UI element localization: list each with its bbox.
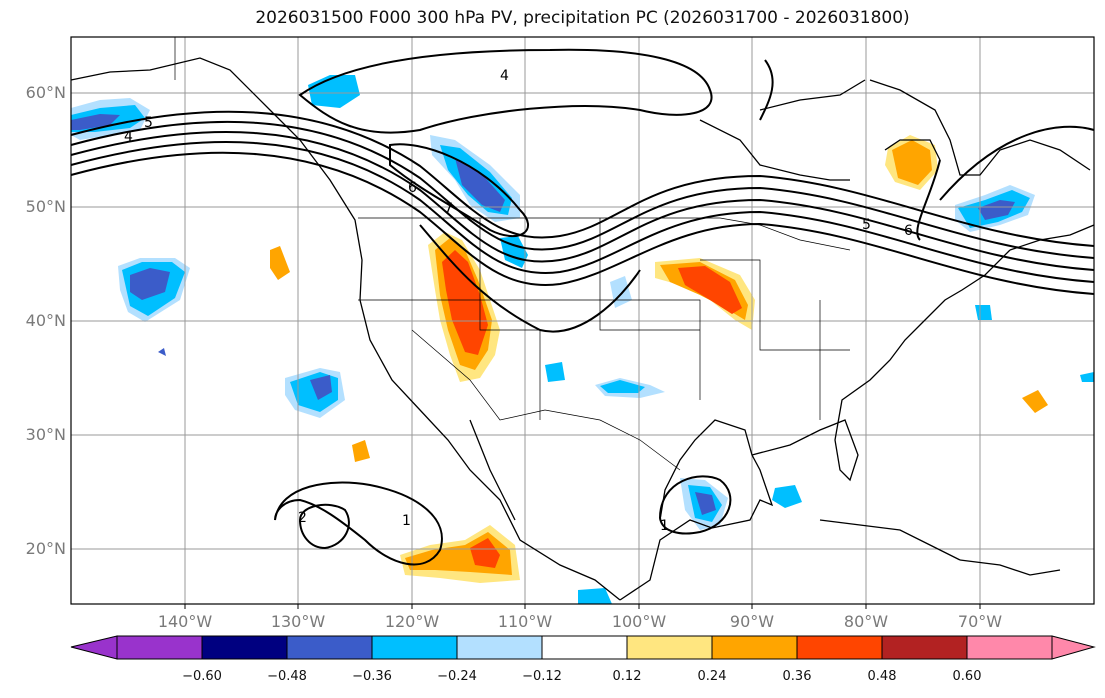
contour-label: 6 bbox=[408, 180, 417, 196]
colorbar-segment bbox=[966, 635, 1053, 660]
precip-negative-small-d bbox=[578, 588, 612, 604]
colorbar-tick-label: 0.36 bbox=[782, 669, 812, 684]
precip-negative-small-g bbox=[158, 348, 166, 356]
precip-negative-texas-core bbox=[600, 380, 645, 393]
precip-positive-small-c bbox=[1022, 390, 1048, 413]
colorbar bbox=[70, 635, 1096, 660]
lon-label-70: 70°W bbox=[957, 612, 1003, 631]
contour-label: 5 bbox=[862, 217, 871, 233]
lat-label-20: 20°N bbox=[25, 539, 66, 558]
precipitation-fills bbox=[71, 75, 1094, 604]
precip-negative-small-f bbox=[1080, 372, 1094, 382]
colorbar-segment bbox=[541, 635, 628, 660]
colorbar-segment bbox=[456, 635, 543, 660]
colorbar-tick-label: −0.36 bbox=[352, 669, 392, 684]
colorbar-segment bbox=[286, 635, 373, 660]
lon-label-100: 100°W bbox=[611, 612, 667, 631]
precip-positive-small-b bbox=[352, 440, 370, 462]
colorbar-tick-label: −0.24 bbox=[437, 669, 477, 684]
colorbar-segment bbox=[116, 635, 203, 660]
precip-negative-pacific-nw-max bbox=[130, 268, 170, 300]
colorbar-tick-label: 0.60 bbox=[952, 669, 982, 684]
lat-label-30: 30°N bbox=[25, 425, 66, 444]
lon-label-110: 110°W bbox=[497, 612, 553, 631]
colorbar-segment bbox=[881, 635, 968, 660]
lat-label-60: 60°N bbox=[25, 83, 66, 102]
lon-label-120: 120°W bbox=[384, 612, 440, 631]
precip-negative-gulf-max bbox=[695, 492, 716, 515]
precip-negative-small-c bbox=[772, 485, 802, 508]
precip-positive-mexico-pacific-max bbox=[470, 538, 500, 568]
colorbar-tick-label: −0.48 bbox=[267, 669, 307, 684]
contour-label: 4 bbox=[500, 68, 509, 84]
contour-label: 6 bbox=[904, 223, 913, 239]
lon-label-90: 90°W bbox=[729, 612, 775, 631]
lat-label-40: 40°N bbox=[25, 311, 66, 330]
precip-negative-small-e bbox=[975, 305, 992, 320]
contour-label: 4 bbox=[124, 129, 133, 145]
precip-negative-alaska-max bbox=[71, 114, 120, 130]
contour-labels: 4 5 6 7 2 1 5 6 1 4 bbox=[124, 68, 913, 534]
map-frame bbox=[70, 36, 1095, 605]
precip-negative-small-b bbox=[545, 362, 565, 382]
pv-contours bbox=[70, 48, 1095, 566]
lat-label-50: 50°N bbox=[25, 197, 66, 216]
colorbar-tick-label: −0.60 bbox=[182, 669, 222, 684]
precip-negative-pacific-sw-max bbox=[310, 375, 332, 400]
colorbar-tick-label: −0.12 bbox=[522, 669, 562, 684]
precip-positive-quebec-core bbox=[892, 140, 932, 185]
precip-positive-small-a bbox=[270, 246, 290, 280]
lon-label-80: 80°W bbox=[843, 612, 889, 631]
colorbar-tick-label: 0.24 bbox=[697, 669, 727, 684]
contour-label: 2 bbox=[298, 510, 307, 526]
lon-label-130: 130°W bbox=[270, 612, 326, 631]
colorbar-segment bbox=[711, 635, 798, 660]
contour-label: 7 bbox=[444, 201, 453, 217]
colorbar-segment bbox=[70, 635, 118, 660]
lon-label-140: 140°W bbox=[157, 612, 213, 631]
colorbar-segment bbox=[371, 635, 458, 660]
lon-tick-marks bbox=[184, 604, 981, 609]
colorbar-tick-label: 0.48 bbox=[867, 669, 897, 684]
colorbar-segment bbox=[626, 635, 713, 660]
precip-positive-west-us-max bbox=[442, 250, 488, 355]
colorbar-segment bbox=[201, 635, 288, 660]
colorbar-segment bbox=[796, 635, 883, 660]
colorbar-segment bbox=[1051, 635, 1096, 660]
precip-positive-midwest-max bbox=[678, 266, 742, 314]
contour-label: 1 bbox=[660, 518, 669, 534]
colorbar-tick-label: 0.12 bbox=[612, 669, 642, 684]
precip-negative-bc-max bbox=[455, 158, 505, 212]
contour-label: 5 bbox=[144, 115, 153, 131]
precip-negative-newfoundland-max bbox=[978, 200, 1015, 220]
map-title: 2026031500 F000 300 hPa PV, precipitatio… bbox=[255, 8, 910, 28]
contour-label: 1 bbox=[402, 513, 411, 529]
